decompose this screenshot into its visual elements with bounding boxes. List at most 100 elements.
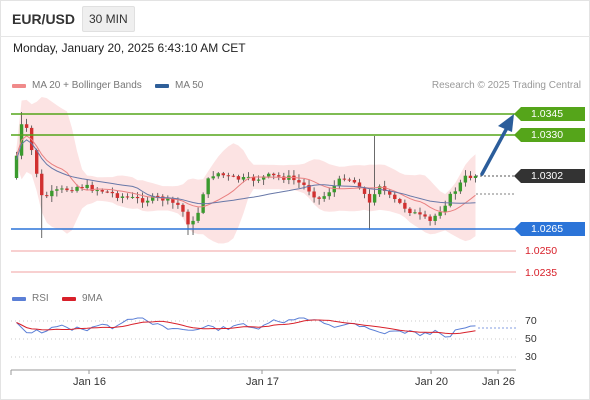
candle-body [266, 173, 271, 177]
price-tag-last: 1.0302 [514, 169, 585, 183]
candle-body [226, 175, 231, 177]
candle-body [45, 195, 49, 197]
candle-body [105, 191, 110, 193]
candle-body [211, 176, 215, 179]
candle-body [302, 182, 306, 185]
candle-body [287, 175, 291, 180]
candle-body [186, 211, 190, 225]
candle-body [463, 175, 468, 183]
candle-body [90, 184, 94, 191]
candle-body [231, 175, 236, 177]
candle-body [115, 193, 120, 198]
candle-body [347, 179, 352, 181]
candle-body [398, 199, 402, 203]
candle-body [327, 192, 331, 197]
candle-body [70, 190, 74, 192]
candle-body [388, 190, 392, 195]
x-label-jan16: Jan 16 [73, 376, 107, 388]
candle-body [246, 176, 251, 178]
legend-ma50: MA 50 [155, 80, 203, 91]
candle-body [322, 196, 326, 199]
candle-body [473, 175, 478, 179]
rsi-9ma-line [16, 319, 476, 335]
price-tag-s3: 1.0235 [525, 267, 558, 279]
candle-body [277, 175, 281, 177]
candle-body [221, 173, 226, 176]
candle-body [75, 186, 79, 191]
candle-body [100, 190, 104, 192]
candle-body [110, 191, 115, 194]
candle-body [60, 188, 64, 190]
candle-body [372, 194, 377, 203]
timeframe-button[interactable]: 30 MIN [82, 6, 135, 32]
price-tag-s2: 1.0250 [525, 245, 558, 257]
candle-body [367, 193, 372, 203]
candle-body [236, 176, 241, 180]
rsi-tick-30: 30 [525, 351, 537, 363]
candle-body [191, 220, 195, 225]
rsi-line [16, 317, 476, 338]
candle-body [418, 212, 422, 215]
price-tag-s1: 1.0265 [514, 222, 585, 236]
candle-body [352, 179, 357, 183]
research-credit: Research © 2025 Trading Central [431, 80, 581, 91]
candle-body [357, 182, 362, 189]
ma50-line [16, 139, 476, 205]
candle-body [256, 179, 261, 181]
candle-body [181, 204, 185, 212]
candle-body [403, 202, 407, 209]
candle-body [145, 200, 150, 203]
forecast-arrowhead [498, 114, 514, 132]
candle-body [251, 176, 256, 181]
candle-body [377, 186, 382, 195]
candle-body [423, 214, 427, 217]
legend-rsi: RSI [12, 293, 49, 304]
candle-body [150, 195, 155, 201]
candle-body [95, 190, 99, 192]
candle-body [382, 186, 387, 191]
candle-body [297, 180, 301, 183]
candle-body [438, 212, 442, 216]
candle-body [166, 198, 170, 201]
candle-body [50, 190, 54, 197]
x-label-jan26: Jan 26 [482, 376, 516, 388]
candle-body [393, 194, 397, 200]
legend-bollinger-label: MA 20 + Bollinger Bands [32, 80, 142, 91]
candle-body [307, 184, 311, 192]
candle-body [14, 155, 19, 178]
candle-body [171, 198, 175, 203]
legend-rsi-swatch [12, 296, 26, 301]
legend-rsi-label: RSI [32, 293, 49, 304]
candle-body [413, 212, 417, 214]
legend-rsi-ma-swatch [62, 296, 76, 301]
header-divider [0, 36, 590, 37]
symbol-title: EUR/USD [12, 11, 76, 27]
candle-body [433, 215, 437, 221]
candle-body [317, 197, 321, 199]
candle-body [24, 124, 29, 128]
candle-body [156, 195, 160, 197]
candle-body [408, 208, 412, 214]
legend-bollinger: MA 20 + Bollinger Bands [12, 80, 142, 91]
candle-body [120, 196, 125, 198]
x-label-jan20: Jan 20 [415, 376, 449, 388]
rsi-tick-70: 70 [525, 315, 537, 327]
candle-body [458, 182, 463, 192]
candle-body [443, 205, 447, 213]
candle-body [80, 186, 84, 189]
candle-body [448, 193, 452, 206]
price-tag-r2: 1.0345 [514, 107, 585, 121]
legend-rsi-ma: 9MA [62, 293, 103, 304]
candle-body [282, 176, 286, 180]
x-label-jan17: Jan 17 [246, 376, 280, 388]
candle-body [176, 202, 180, 205]
candle-body [130, 196, 135, 198]
candle-body [140, 198, 145, 203]
candle-body [453, 191, 458, 194]
legend-ma50-swatch [155, 83, 169, 88]
candle-body [337, 178, 342, 186]
candle-body [216, 173, 220, 177]
candle-body [468, 175, 473, 179]
candle-body [34, 150, 39, 174]
legend-rsi-ma-label: 9MA [82, 293, 103, 304]
